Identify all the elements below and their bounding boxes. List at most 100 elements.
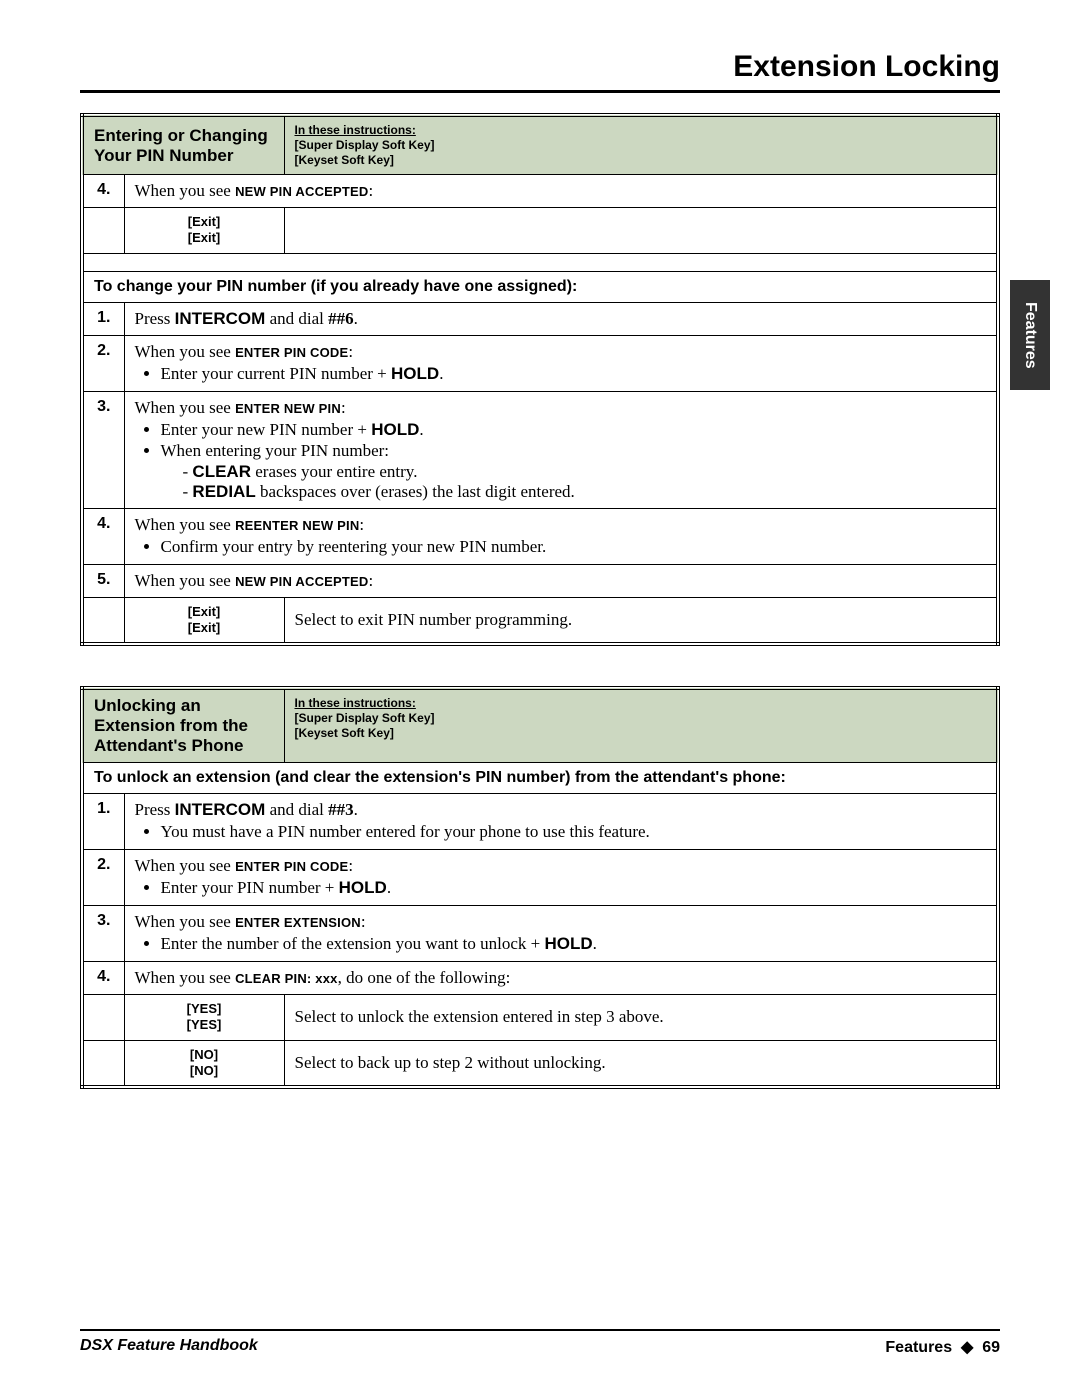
dial-code: ##6: [328, 309, 354, 328]
section-heading: To unlock an extension (and clear the ex…: [82, 763, 998, 794]
step-text: When you see NEW PIN ACCEPTED:: [124, 175, 998, 208]
bullet-list: Enter your PIN number + HOLD.: [161, 878, 987, 898]
spacer: [82, 253, 998, 271]
title-rule: [80, 90, 1000, 93]
bullet-list: You must have a PIN number entered for y…: [161, 822, 987, 842]
text: backspaces over (erases) the last digit …: [256, 482, 575, 501]
text: and dial: [265, 800, 328, 819]
empty-cell: [82, 1040, 124, 1087]
softkey-label: [NO]: [190, 1047, 218, 1062]
step-number: 4.: [82, 962, 124, 995]
text: Press: [135, 800, 175, 819]
legend-line2: [Super Display Soft Key]: [295, 138, 435, 152]
table-row: [NO] [NO] Select to back up to step 2 wi…: [82, 1040, 998, 1087]
step-number: 1.: [82, 794, 124, 850]
step-number: 5.: [82, 564, 124, 597]
empty-cell: [284, 208, 998, 254]
softkey-label: [Exit]: [188, 230, 221, 245]
display-text: CLEAR PIN: xxx: [235, 971, 338, 986]
step-number: 4.: [82, 175, 124, 208]
sub-item: - REDIAL backspaces over (erases) the la…: [183, 482, 987, 502]
footer-book-title: DSX Feature Handbook: [80, 1337, 258, 1357]
section-heading-row: To change your PIN number (if you alread…: [82, 271, 998, 302]
page: Extension Locking Features Entering or C…: [0, 0, 1080, 1397]
text: , do one of the following:: [338, 968, 511, 987]
key-name: HOLD: [339, 878, 387, 897]
step-number: 3.: [82, 391, 124, 508]
table2-title: Unlocking an Extension from the Attendan…: [82, 688, 284, 763]
text: Enter the number of the extension you wa…: [161, 934, 545, 953]
table-unlock-attendant: Unlocking an Extension from the Attendan…: [80, 686, 1000, 1089]
step-number: 1.: [82, 302, 124, 335]
bullet-list: Confirm your entry by reentering your ne…: [161, 537, 987, 557]
step-number: 2.: [82, 850, 124, 906]
text: Enter your PIN number +: [161, 878, 339, 897]
softkey-cell: [Exit] [Exit]: [124, 597, 284, 644]
empty-cell: [82, 995, 124, 1041]
table-row: 2. When you see ENTER PIN CODE: Enter yo…: [82, 850, 998, 906]
table-row: 5. When you see NEW PIN ACCEPTED:: [82, 564, 998, 597]
key-name: REDIAL: [192, 482, 255, 501]
section-heading-row: To unlock an extension (and clear the ex…: [82, 763, 998, 794]
step-text: When you see CLEAR PIN: xxx, do one of t…: [124, 962, 998, 995]
softkey-label: [Exit]: [188, 604, 221, 619]
text: When you see: [135, 181, 236, 200]
step-text: Press INTERCOM and dial ##6.: [124, 302, 998, 335]
softkey-desc: Select to exit PIN number programming.: [284, 597, 998, 644]
step-text: When you see ENTER PIN CODE: Enter your …: [124, 335, 998, 391]
step-text: When you see NEW PIN ACCEPTED:: [124, 564, 998, 597]
page-footer: DSX Feature Handbook Features ◆ 69: [80, 1329, 1000, 1357]
side-tab-label: Features: [1021, 302, 1039, 369]
spacer-row: [82, 253, 998, 271]
legend-line1: In these instructions:: [295, 123, 416, 137]
softkey-cell: [YES] [YES]: [124, 995, 284, 1041]
table-row: 1. Press INTERCOM and dial ##3. You must…: [82, 794, 998, 850]
key-name: INTERCOM: [175, 800, 266, 819]
list-item: When entering your PIN number:: [161, 441, 987, 461]
diamond-icon: ◆: [961, 1339, 973, 1356]
table-row: 4. When you see CLEAR PIN: xxx, do one o…: [82, 962, 998, 995]
bullet-list: Enter your new PIN number + HOLD. When e…: [161, 420, 987, 461]
section-heading: To change your PIN number (if you alread…: [82, 271, 998, 302]
table-row: [YES] [YES] Select to unlock the extensi…: [82, 995, 998, 1041]
text: When you see: [135, 342, 236, 361]
table-row: 3. When you see ENTER NEW PIN: Enter you…: [82, 391, 998, 508]
text: When you see: [135, 515, 236, 534]
table1-title: Entering or Changing Your PIN Number: [82, 115, 284, 175]
text: When you see: [135, 968, 236, 987]
text: Enter your current PIN number +: [161, 364, 392, 383]
display-text: ENTER PIN CODE: [235, 345, 348, 360]
empty-cell: [82, 597, 124, 644]
legend-box: In these instructions: [Super Display So…: [284, 115, 998, 175]
step-text: When you see REENTER NEW PIN: Confirm yo…: [124, 508, 998, 564]
display-text: REENTER NEW PIN: [235, 518, 359, 533]
list-item: Confirm your entry by reentering your ne…: [161, 537, 987, 557]
display-text: ENTER PIN CODE: [235, 859, 348, 874]
list-item: Enter your current PIN number + HOLD.: [161, 364, 987, 384]
softkey-cell: [Exit] [Exit]: [124, 208, 284, 254]
table-row: 4. When you see NEW PIN ACCEPTED:: [82, 175, 998, 208]
softkey-desc: Select to back up to step 2 without unlo…: [284, 1040, 998, 1087]
footer-section: Features: [885, 1339, 952, 1356]
text: When you see: [135, 912, 236, 931]
text: When you see: [135, 398, 236, 417]
key-name: HOLD: [391, 364, 439, 383]
step-text: When you see ENTER EXTENSION: Enter the …: [124, 906, 998, 962]
legend-line3: [Keyset Soft Key]: [295, 153, 394, 167]
text: When you see: [135, 856, 236, 875]
table-row: 3. When you see ENTER EXTENSION: Enter t…: [82, 906, 998, 962]
softkey-label: [NO]: [190, 1063, 218, 1078]
table-row: [Exit] [Exit] Select to exit PIN number …: [82, 597, 998, 644]
list-item: You must have a PIN number entered for y…: [161, 822, 987, 842]
bullet-list: Enter your current PIN number + HOLD.: [161, 364, 987, 384]
softkey-cell: [NO] [NO]: [124, 1040, 284, 1087]
softkey-label: [YES]: [187, 1017, 222, 1032]
key-name: INTERCOM: [175, 309, 266, 328]
display-text: NEW PIN ACCEPTED: [235, 574, 368, 589]
sub-item: - CLEAR erases your entire entry.: [183, 462, 987, 482]
step-text: When you see ENTER NEW PIN: Enter your n…: [124, 391, 998, 508]
legend-line3: [Keyset Soft Key]: [295, 726, 394, 740]
key-name: CLEAR: [192, 462, 251, 481]
dial-code: ##3: [328, 800, 354, 819]
page-number: 69: [982, 1339, 1000, 1356]
